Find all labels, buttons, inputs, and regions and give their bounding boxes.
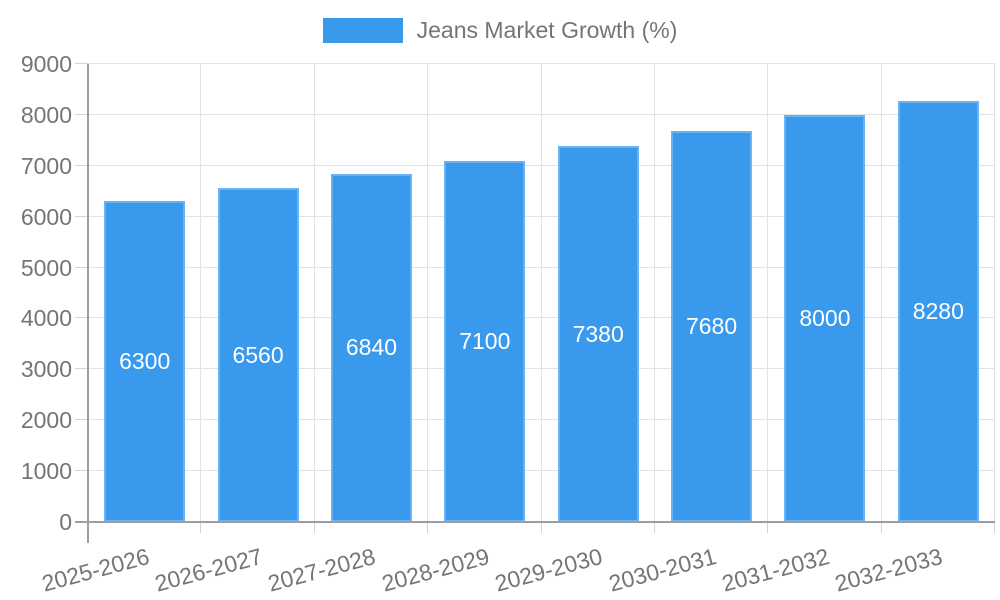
gridline-vertical [767, 64, 769, 522]
x-tick [427, 522, 429, 533]
gridline-vertical [540, 64, 542, 522]
bar-value-label: 6840 [345, 334, 398, 361]
bar-2029-2030[interactable]: 7380 [557, 146, 639, 522]
y-axis-label: 4000 [20, 305, 72, 332]
gridline-vertical [994, 64, 995, 522]
bar-value-label: 6300 [119, 348, 171, 375]
x-tick [540, 522, 542, 533]
bar-2031-2032[interactable]: 8000 [784, 114, 866, 522]
gridline-vertical [313, 64, 315, 522]
y-axis-label: 0 [59, 509, 72, 535]
bar-2027-2028[interactable]: 6840 [330, 173, 412, 522]
y-tick [75, 164, 88, 166]
x-tick [313, 522, 315, 533]
y-tick [75, 215, 88, 217]
bar-2025-2026[interactable]: 6300 [104, 201, 186, 522]
y-axis-label: 5000 [20, 254, 72, 281]
gridline-vertical [880, 64, 882, 522]
bar-2028-2029[interactable]: 7100 [444, 160, 526, 522]
y-tick [75, 113, 88, 115]
x-tick [653, 522, 655, 533]
y-axis-label: 9000 [20, 51, 72, 77]
y-axis-line [87, 64, 89, 543]
bar-value-label: 6560 [232, 341, 284, 368]
gridline-vertical [427, 64, 429, 522]
y-tick [75, 266, 88, 268]
bar-2032-2033[interactable]: 8280 [897, 100, 979, 522]
bar-value-label: 8280 [912, 297, 964, 324]
y-axis-label: 1000 [20, 458, 72, 485]
y-tick [75, 317, 88, 319]
y-axis-label: 2000 [20, 407, 72, 434]
bar-value-label: 8000 [799, 304, 851, 331]
y-axis-label: 7000 [20, 152, 72, 179]
gridline-vertical [653, 64, 655, 522]
legend-label: Jeans Market Growth (%) [416, 17, 678, 43]
x-tick [767, 522, 769, 533]
bar-2026-2027[interactable]: 6560 [217, 188, 299, 522]
legend-swatch [322, 18, 403, 43]
legend[interactable]: Jeans Market Growth (%) [0, 17, 1000, 44]
y-tick [75, 521, 88, 522]
y-tick [75, 470, 88, 472]
gridline-horizontal [88, 63, 995, 64]
bar-value-label: 7380 [572, 320, 624, 347]
bar-2030-2031[interactable]: 7680 [671, 131, 753, 522]
x-tick [994, 522, 995, 533]
y-tick [75, 63, 88, 64]
y-axis-label: 3000 [20, 356, 72, 383]
x-tick [200, 522, 202, 533]
bar-value-label: 7680 [685, 313, 738, 340]
y-axis-label: 8000 [20, 101, 72, 128]
gridline-vertical [200, 64, 202, 522]
y-tick [75, 368, 88, 370]
bar-value-label: 7100 [459, 327, 511, 354]
y-tick [75, 419, 88, 421]
y-axis-label: 6000 [20, 203, 72, 230]
x-tick [880, 522, 882, 533]
